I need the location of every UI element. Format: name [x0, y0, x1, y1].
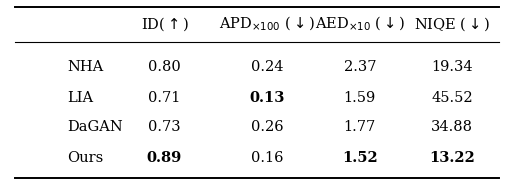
Text: NIQE ($\downarrow$): NIQE ($\downarrow$)	[414, 15, 490, 33]
Text: AED$_{\times 10}$ ($\downarrow$): AED$_{\times 10}$ ($\downarrow$)	[315, 14, 405, 33]
Text: 0.71: 0.71	[149, 91, 180, 105]
Text: 1.77: 1.77	[344, 120, 376, 134]
Text: 0.80: 0.80	[148, 60, 181, 74]
Text: 19.34: 19.34	[432, 60, 473, 74]
Text: 2.37: 2.37	[343, 60, 376, 74]
Text: ID($\uparrow$): ID($\uparrow$)	[141, 15, 188, 33]
Text: 0.26: 0.26	[251, 120, 284, 134]
Text: NHA: NHA	[67, 60, 103, 74]
Text: 0.73: 0.73	[148, 120, 181, 134]
Text: 45.52: 45.52	[432, 91, 473, 105]
Text: 13.22: 13.22	[429, 151, 475, 165]
Text: 1.52: 1.52	[342, 151, 378, 165]
Text: 0.16: 0.16	[251, 151, 284, 165]
Text: Ours: Ours	[67, 151, 103, 165]
Text: 0.13: 0.13	[250, 91, 285, 105]
Text: APD$_{\times 100}$ ($\downarrow$): APD$_{\times 100}$ ($\downarrow$)	[219, 14, 315, 33]
Text: 34.88: 34.88	[431, 120, 473, 134]
Text: DaGAN: DaGAN	[67, 120, 122, 134]
Text: LIA: LIA	[67, 91, 93, 105]
Text: 1.59: 1.59	[344, 91, 376, 105]
Text: 0.89: 0.89	[147, 151, 182, 165]
Text: 0.24: 0.24	[251, 60, 284, 74]
